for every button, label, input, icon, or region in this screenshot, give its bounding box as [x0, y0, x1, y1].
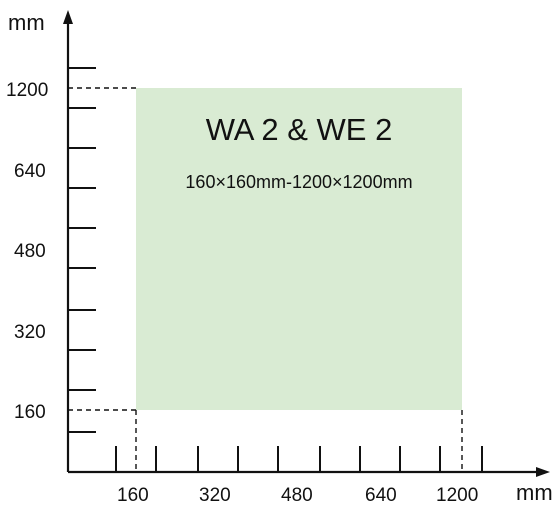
y-axis-ticks	[68, 67, 96, 433]
x-axis-arrow-icon	[536, 467, 550, 477]
x-axis-unit-label: mm	[516, 480, 553, 505]
y-tick-label: 640	[14, 161, 46, 182]
y-tick-label: 1200	[6, 80, 48, 101]
x-tick-label: 320	[199, 485, 231, 506]
diagram-title: WA 2 & WE 2	[206, 112, 393, 147]
x-tick-label: 160	[117, 485, 149, 506]
x-tick-label: 480	[281, 485, 313, 506]
x-tick-label: 1200	[436, 485, 478, 506]
y-tick-label: 160	[14, 402, 46, 423]
y-axis-arrow-icon	[63, 10, 73, 24]
x-tick-label: 640	[365, 485, 397, 506]
size-range-region	[136, 88, 462, 410]
y-axis-unit-label: mm	[8, 10, 45, 35]
y-tick-label: 480	[14, 241, 46, 262]
reference-dashed-lines	[68, 87, 463, 472]
x-axis-ticks	[115, 446, 483, 472]
size-range-subtitle: 160×160mm-1200×1200mm	[185, 172, 412, 192]
y-tick-label: 320	[14, 322, 46, 343]
